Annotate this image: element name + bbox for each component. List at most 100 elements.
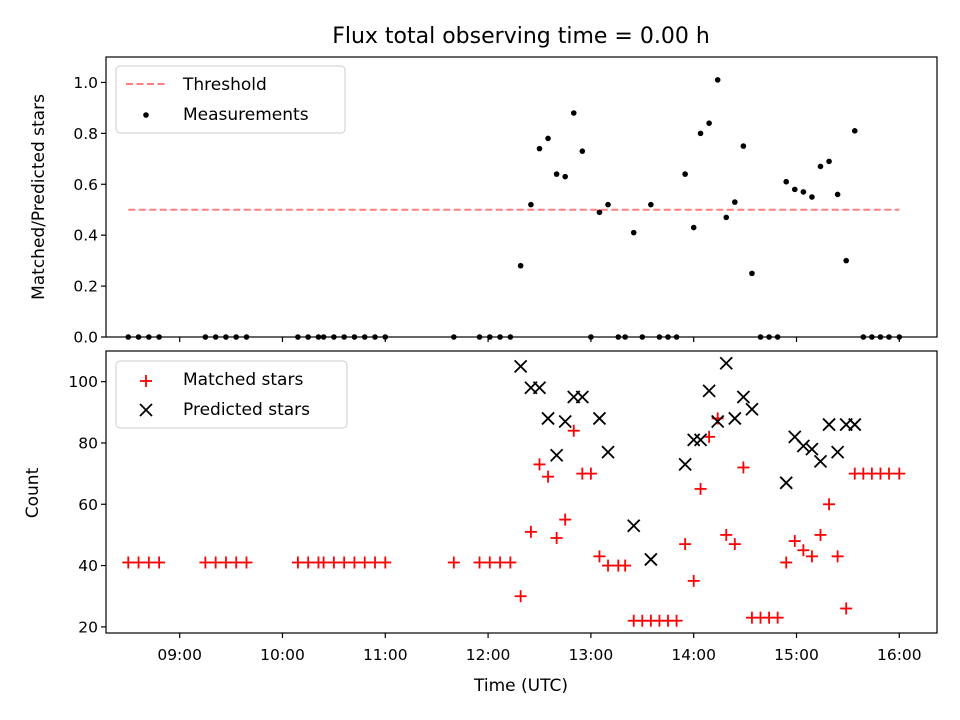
- predicted-star-marker: [601, 445, 615, 459]
- bottom-x-tick-label: 15:00: [774, 646, 819, 664]
- marker-stroke: [745, 402, 759, 416]
- measurement-point: [809, 194, 815, 200]
- matched-star-marker: [703, 430, 716, 443]
- predicted-star-marker: [541, 411, 555, 426]
- matched-star-marker: [542, 470, 555, 483]
- matched-star-marker: [240, 556, 253, 569]
- matched-star-marker: [348, 556, 361, 569]
- bottom-legend-box: [115, 360, 348, 429]
- matched-legend-swatch: [140, 375, 152, 387]
- measurement-point: [749, 270, 755, 277]
- measurement-point: [528, 201, 534, 208]
- measurement-point: [826, 158, 832, 165]
- bottom-x-tick-label: 11:00: [363, 646, 408, 664]
- bottom-x-tick-label: 09:00: [157, 646, 202, 664]
- matched-star-marker: [687, 574, 700, 587]
- matched-star-marker: [327, 556, 340, 569]
- matched-star-marker: [524, 525, 537, 538]
- matched-star-marker: [132, 556, 145, 569]
- measurement-point: [697, 130, 704, 137]
- matched-star-marker: [230, 556, 243, 569]
- measurement-point: [630, 229, 637, 236]
- matched-star-marker: [893, 467, 906, 480]
- measurement-point: [732, 199, 738, 205]
- matched-star-marker: [831, 550, 844, 563]
- matched-star-marker: [514, 590, 527, 603]
- top-y-tick-label: 0.6: [73, 176, 98, 194]
- measurements-legend-swatch: [143, 112, 149, 118]
- measurement-point: [851, 128, 858, 134]
- matched-star-marker: [883, 467, 896, 480]
- predicted-legend-swatch: [139, 403, 153, 417]
- marker-stroke: [711, 414, 725, 429]
- measurement-point: [834, 191, 841, 198]
- matched-star-marker: [504, 556, 517, 569]
- bottom-x-tick-label: 10:00: [260, 646, 305, 664]
- matched-star-marker: [483, 556, 496, 569]
- top-legend: Threshold Measurements: [115, 65, 346, 134]
- marker-stroke: [644, 552, 658, 567]
- measurement-point: [791, 186, 798, 193]
- matched-star-marker: [209, 556, 222, 569]
- matched-star-marker: [494, 556, 507, 569]
- x-axis-label: Time (UTC): [473, 676, 568, 696]
- predicted-star-marker: [736, 390, 751, 404]
- predicted-star-marker: [822, 417, 836, 432]
- matched-star-marker: [302, 556, 315, 569]
- measurement-point: [553, 171, 560, 177]
- bottom-legend: Matched stars Predicted stars: [115, 360, 348, 429]
- matched-star-marker: [153, 556, 166, 569]
- matched-star-marker: [358, 556, 371, 569]
- marker-stroke: [541, 411, 555, 426]
- predicted-star-marker: [644, 552, 658, 567]
- predicted-star-marker: [558, 414, 572, 429]
- predicted-star-marker: [805, 442, 819, 456]
- bottom-x-tick-label: 12:00: [466, 646, 511, 664]
- bottom-x-tick-label: 14:00: [671, 646, 716, 664]
- matched-star-marker: [679, 538, 692, 551]
- marker-stroke: [805, 442, 819, 456]
- top-y-tick-label: 0.0: [73, 329, 98, 347]
- top-y-tick-label: 0.4: [73, 227, 98, 245]
- legend-predicted-label: Predicted stars: [183, 400, 310, 420]
- measurement-point: [682, 171, 688, 177]
- measurement-point: [596, 209, 603, 216]
- bottom-y-tick-label: 80: [78, 434, 98, 452]
- marker-stroke: [830, 445, 845, 459]
- matched-star-marker: [619, 559, 632, 572]
- matched-star-marker: [447, 556, 460, 569]
- predicted-star-marker: [728, 411, 742, 426]
- measurement-point: [723, 214, 730, 221]
- marker-stroke: [693, 433, 708, 447]
- measurement-point: [562, 173, 568, 180]
- matched-star-marker: [788, 535, 801, 548]
- matched-star-marker: [219, 556, 232, 569]
- matched-star-marker: [199, 556, 212, 569]
- predicted-star-marker: [693, 433, 708, 447]
- bottom-panel: 20 40 60 80 100 09:00 10:00 11:00 12:00 13:00 14:…: [23, 350, 938, 696]
- matched-star-marker: [122, 556, 135, 569]
- matched-star-marker: [670, 614, 683, 627]
- marker-stroke: [702, 384, 716, 398]
- marker-stroke: [796, 439, 810, 453]
- marker-stroke: [549, 448, 564, 462]
- predicted-star-marker: [627, 519, 641, 533]
- top-axes-frame: [105, 56, 938, 338]
- bottom-y-ticks: 20 40 60 80 100: [68, 373, 106, 636]
- matched-star-marker: [559, 513, 572, 526]
- matched-star-marker: [567, 424, 580, 437]
- marker-stroke: [779, 476, 793, 490]
- matched-star-marker: [317, 556, 330, 569]
- predicted-star-marker: [702, 384, 716, 398]
- measurement-point: [605, 201, 611, 208]
- measurement-point: [843, 257, 849, 264]
- measurement-point: [817, 163, 824, 170]
- predicted-star-marker: [549, 448, 564, 462]
- matched-star-marker: [805, 550, 818, 563]
- measurement-point: [690, 224, 697, 231]
- measurement-point: [579, 148, 586, 154]
- chart-title: Flux total observing time = 0.00 h: [332, 24, 710, 49]
- matched-star-marker: [379, 556, 392, 569]
- legend-threshold-label: Threshold: [182, 75, 267, 95]
